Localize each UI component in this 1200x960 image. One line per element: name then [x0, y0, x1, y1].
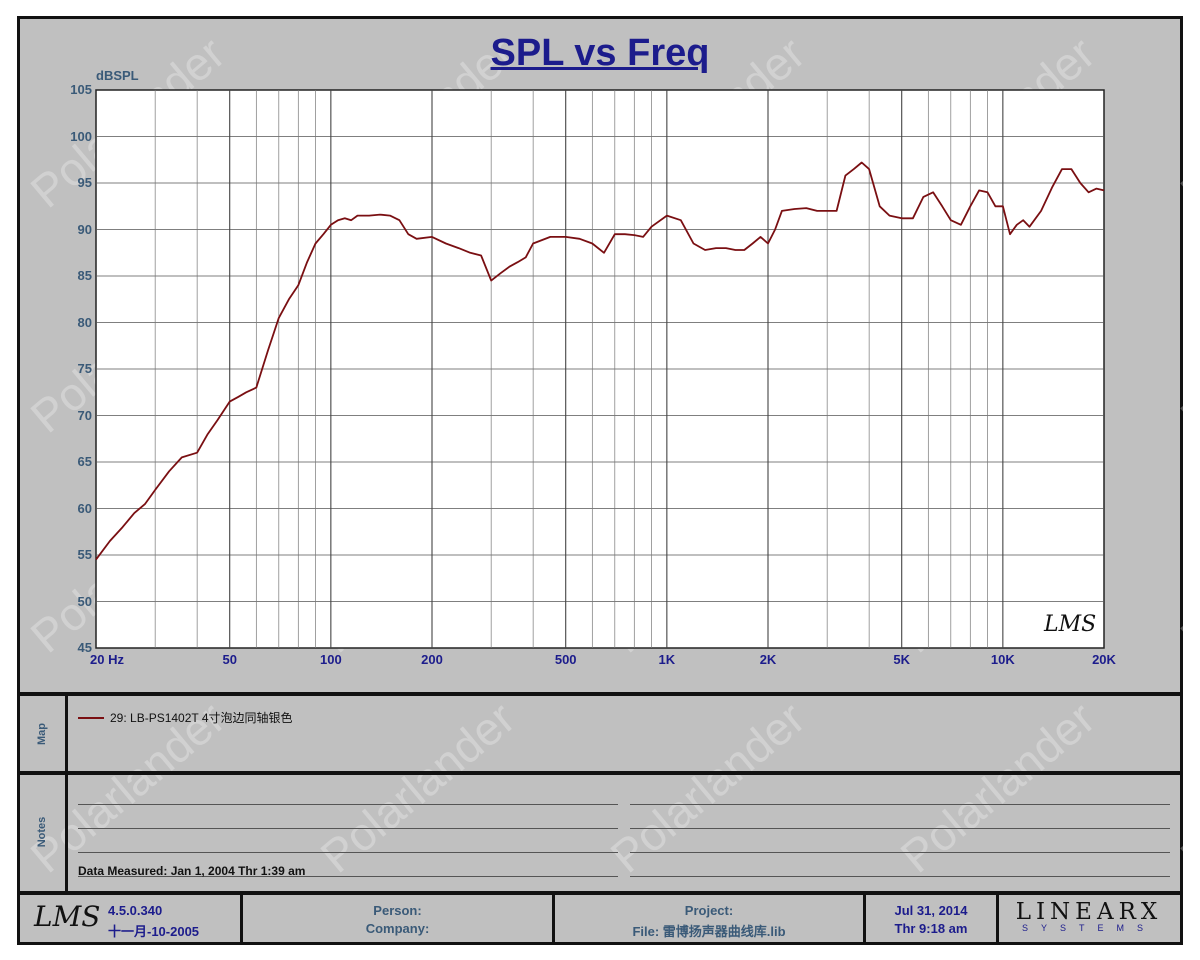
- x-tick-label: 1K: [658, 652, 676, 667]
- spl-curve: [95, 161, 1105, 561]
- legend-entry: 29: LB-PS1402T 4寸泡边同轴银色: [78, 709, 293, 726]
- y-tick-label: 70: [77, 407, 92, 423]
- y-tick-label: 65: [77, 454, 92, 469]
- divider-map-side: [65, 694, 68, 893]
- note-line: [630, 852, 1170, 853]
- project-label: Project:: [684, 903, 734, 918]
- report-time: Thr 9:18 am: [894, 921, 968, 936]
- y-tick-label: 55: [77, 547, 92, 562]
- linearx-logo: LINEARX SYSTEMS: [1004, 899, 1174, 933]
- x-tick-label: 500: [554, 652, 577, 667]
- note-line: [630, 804, 1170, 805]
- data-measured-text: Data Measured: Jan 1, 2004 Thr 1:39 am: [78, 864, 306, 878]
- y-tick-label: 95: [77, 175, 92, 190]
- x-tick-label: 20K: [1092, 652, 1116, 667]
- file-label: File: 雷博扬声器曲线库.lib: [632, 924, 786, 939]
- footer-divider: [996, 895, 999, 943]
- company-label: Company:: [365, 921, 430, 936]
- version-date: 十一月-10-2005: [108, 924, 200, 939]
- note-line: [630, 876, 1170, 877]
- y-tick-label: 100: [70, 128, 92, 144]
- divider-plot-map: [17, 692, 1183, 696]
- curve-layer: [95, 161, 1105, 561]
- y-tick-label: 75: [77, 361, 92, 376]
- divider-notes-footer: [17, 891, 1183, 895]
- person-label: Person:: [373, 903, 422, 918]
- footer-divider: [240, 895, 243, 943]
- y-tick-label: 80: [77, 314, 92, 330]
- x-tick-label: 100: [319, 652, 342, 667]
- y-tick-label: 90: [77, 221, 92, 237]
- note-line: [78, 828, 618, 829]
- y-tick-label: 45: [77, 640, 92, 655]
- x-tick-label: 200: [421, 652, 443, 667]
- note-line: [78, 852, 618, 853]
- y-tick-label: 85: [77, 268, 92, 283]
- x-tick-label: 20 Hz: [90, 652, 124, 667]
- x-tick-label: 50: [222, 652, 237, 667]
- note-line: [78, 804, 618, 805]
- y-axis-label: dBSPL: [96, 68, 139, 83]
- chart-title: SPL vs Freq: [490, 32, 710, 74]
- footer-lms-logo: LMS: [34, 900, 101, 933]
- footer-divider: [863, 895, 866, 943]
- brand-sub: SYSTEMS: [1021, 923, 1156, 933]
- note-line: [78, 876, 618, 877]
- footer-divider: [552, 895, 555, 943]
- legend-label: 29: LB-PS1402T 4寸泡边同轴银色: [110, 711, 293, 725]
- x-tick-label: 5K: [893, 652, 911, 667]
- plot-grid: [96, 90, 1104, 648]
- plot-lms-logo: LMS: [1044, 612, 1097, 637]
- y-tick-label: 60: [77, 500, 92, 516]
- notes-label: Notes: [36, 816, 48, 848]
- y-tick-label: 105: [70, 82, 92, 97]
- map-label: Map: [36, 723, 48, 745]
- legend-swatch: [78, 716, 104, 719]
- divider-map-notes: [17, 771, 1183, 775]
- x-tick-label: 10K: [990, 652, 1015, 667]
- report-date: Jul 31, 2014: [894, 903, 968, 918]
- y-tick-label: 50: [77, 593, 92, 609]
- version-text: 4.5.0.340: [108, 903, 163, 918]
- note-line: [630, 828, 1170, 829]
- x-tick-label: 2K: [759, 652, 777, 667]
- brand-name: LINEARX: [1015, 899, 1163, 925]
